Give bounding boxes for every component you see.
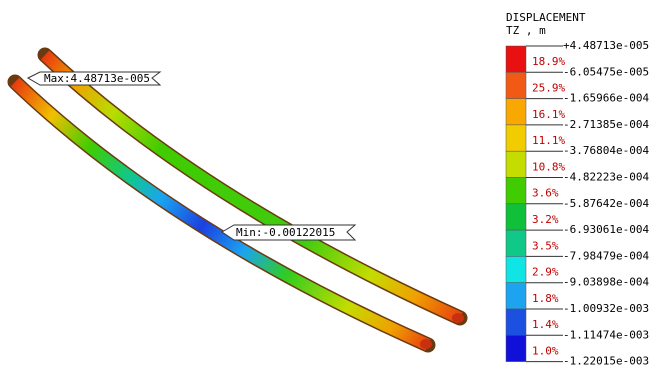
level-label: -1.22015e-003 bbox=[563, 355, 649, 368]
model bbox=[15, 55, 464, 349]
band-percent: 1.4% bbox=[532, 318, 559, 331]
band-percent: 1.0% bbox=[532, 344, 559, 357]
level-label: -7.98479e-004 bbox=[563, 249, 649, 262]
level-label: -5.87642e-004 bbox=[563, 197, 649, 210]
tube-outline bbox=[45, 55, 460, 318]
max-label: Max:4.48713e-005 bbox=[44, 72, 150, 85]
band-percent: 10.8% bbox=[532, 160, 565, 173]
band-percent: 3.2% bbox=[532, 213, 559, 226]
color-band bbox=[506, 256, 526, 282]
color-band bbox=[506, 125, 526, 151]
level-label: -1.65966e-004 bbox=[563, 92, 649, 105]
band-percent: 2.9% bbox=[532, 266, 559, 279]
legend-subtitle: TZ , m bbox=[506, 24, 546, 37]
tube-end bbox=[452, 313, 464, 323]
color-band bbox=[506, 46, 526, 72]
level-label: -6.93061e-004 bbox=[563, 223, 649, 236]
level-label: -9.03898e-004 bbox=[563, 276, 649, 289]
color-band bbox=[506, 151, 526, 177]
color-band bbox=[506, 335, 526, 361]
color-band bbox=[506, 99, 526, 125]
min-annotation: Min:-0.00122015 bbox=[222, 225, 355, 240]
band-percent: 3.5% bbox=[532, 239, 559, 252]
level-label: -2.71385e-004 bbox=[563, 118, 649, 131]
min-label: Min:-0.00122015 bbox=[236, 226, 335, 239]
level-label: -1.11474e-003 bbox=[563, 328, 649, 341]
legend: DISPLACEMENT TZ , m 18.9% 25.9% 16.1% 11.1%… bbox=[506, 11, 649, 368]
band-percent: 3.6% bbox=[532, 187, 559, 200]
color-band bbox=[506, 309, 526, 335]
color-band bbox=[506, 283, 526, 309]
band-percent: 11.1% bbox=[532, 134, 565, 147]
screen: Max:4.48713e-005 Min:-0.00122015 DISPLAC… bbox=[0, 0, 652, 372]
tube-outline bbox=[15, 82, 428, 345]
band-percent: 18.9% bbox=[532, 55, 565, 68]
tube-end bbox=[420, 339, 432, 349]
max-annotation: Max:4.48713e-005 bbox=[28, 72, 160, 85]
band-percent: 16.1% bbox=[532, 108, 565, 121]
color-band bbox=[506, 178, 526, 204]
tube-front bbox=[15, 82, 428, 345]
band-percent: 1.8% bbox=[532, 292, 559, 305]
legend-title: DISPLACEMENT bbox=[506, 11, 586, 24]
band-percent: 25.9% bbox=[532, 81, 565, 94]
tube-back bbox=[45, 55, 460, 318]
level-label: -6.05475e-005 bbox=[563, 65, 649, 78]
color-band bbox=[506, 204, 526, 230]
level-label: -3.76804e-004 bbox=[563, 144, 649, 157]
level-label: -1.00932e-003 bbox=[563, 302, 649, 315]
level-label: +4.48713e-005 bbox=[563, 39, 649, 52]
color-band bbox=[506, 72, 526, 98]
level-label: -4.82223e-004 bbox=[563, 171, 649, 184]
color-band bbox=[506, 230, 526, 256]
